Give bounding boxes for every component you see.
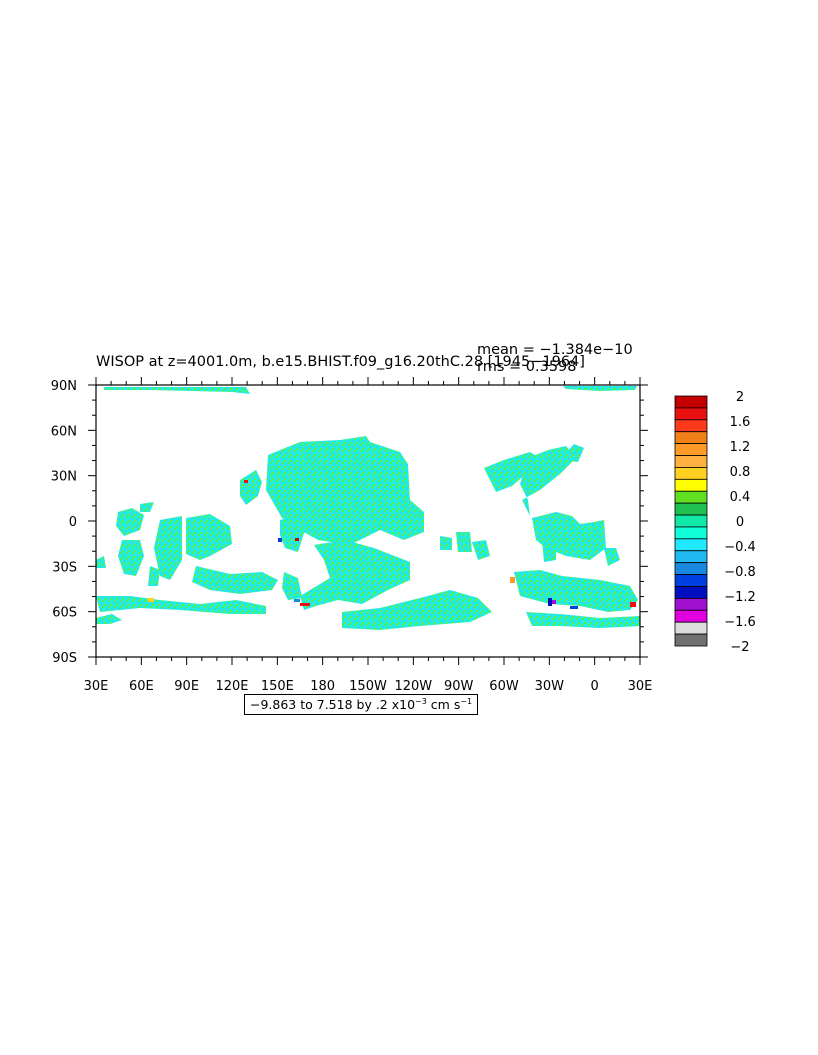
colorbar-swatch <box>674 538 708 552</box>
colorbar-swatch <box>674 514 708 528</box>
x-tick-label: 0 <box>591 679 599 694</box>
colorbar-swatch <box>674 633 708 647</box>
x-tick-label: 150E <box>261 679 294 694</box>
y-tick-label: 30N <box>51 470 77 485</box>
y-tick-label: 60S <box>52 606 77 621</box>
axis-ticks <box>88 377 648 665</box>
colorbar-swatch <box>674 526 708 540</box>
colorbar-label: −0.8 <box>724 565 756 580</box>
x-tick-label: 90W <box>444 679 474 694</box>
colorbar-swatch <box>674 586 708 599</box>
colorbar-label: 0.4 <box>730 490 751 505</box>
x-axis-labels: 30E 60E 90E 120E 150E 180 150W 120W 90W 60W 30W 0 30… <box>84 679 653 694</box>
x-tick-label: 60E <box>129 679 154 694</box>
field-hotspots <box>148 480 636 609</box>
colorbar-swatch <box>674 597 708 611</box>
colorbar: 2 1.6 1.2 0.8 0.4 0 −0.4 −0.8 −1.2 −1.6 −2 <box>674 390 756 655</box>
colorbar-swatch <box>674 621 708 635</box>
colorbar-swatch <box>674 478 708 492</box>
colorbar-label: 0 <box>736 515 744 530</box>
x-tick-label: 30E <box>84 679 109 694</box>
y-tick-label: 90N <box>51 379 77 394</box>
colorbar-swatch <box>674 443 708 456</box>
y-tick-label: 60N <box>51 424 77 439</box>
colorbar-label: 1.2 <box>730 440 751 455</box>
colorbar-label: −1.2 <box>724 590 756 605</box>
x-tick-label: 30W <box>535 679 565 694</box>
x-tick-label: 180 <box>310 679 335 694</box>
colorbar-label: −1.6 <box>724 615 756 630</box>
colorbar-label: 1.6 <box>730 415 751 430</box>
x-tick-label: 120W <box>394 679 432 694</box>
colorbar-label: −2 <box>730 640 749 655</box>
x-tick-label: 120E <box>215 679 248 694</box>
contour-range-info: −9.863 to 7.518 by .2 x10−3 cm s−1 <box>244 694 479 715</box>
y-tick-label: 90S <box>52 651 77 666</box>
colorbar-swatch <box>674 550 708 564</box>
colorbar-swatch <box>674 562 708 575</box>
chart-title: WISOP at z=4001.0m, b.e15.BHIST.f09_g16.… <box>96 354 585 370</box>
colorbar-label: 2 <box>736 390 744 405</box>
colorbar-swatch <box>674 407 708 421</box>
colorbar-swatch <box>674 419 708 433</box>
colorbar-label: 0.8 <box>730 465 751 480</box>
field-shading <box>96 386 640 630</box>
colorbar-swatch <box>674 609 708 623</box>
x-tick-label: 150W <box>349 679 387 694</box>
y-tick-label: 30S <box>52 560 77 575</box>
colorbar-swatch <box>674 395 708 409</box>
colorbar-swatch <box>674 431 708 445</box>
colorbar-swatch <box>674 455 708 468</box>
colorbar-swatch <box>674 502 708 516</box>
mean-stat: mean = −1.384e−10 <box>477 342 633 358</box>
colorbar-swatch <box>674 490 708 504</box>
colorbar-swatch <box>674 467 708 480</box>
x-tick-label: 90E <box>174 679 199 694</box>
x-tick-label: 60W <box>489 679 519 694</box>
colorbar-swatch <box>674 574 708 587</box>
x-tick-label: 30E <box>628 679 653 694</box>
y-axis-labels: 90N 60N 30N 0 30S 60S 90S <box>51 379 77 666</box>
colorbar-label: −0.4 <box>724 540 756 555</box>
rms-stat: rms = 0.3598 <box>477 359 577 375</box>
y-tick-label: 0 <box>69 515 77 530</box>
